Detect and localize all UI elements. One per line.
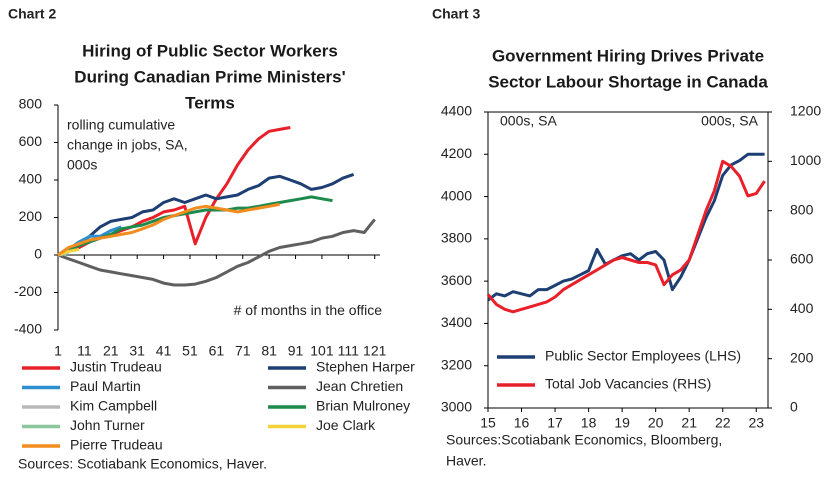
x-tick-label: 111 bbox=[338, 343, 359, 359]
chart-title: Hiring of Public Sector Workers bbox=[82, 41, 338, 60]
x-tick-label: 21 bbox=[681, 415, 697, 431]
legend-label: John Turner bbox=[70, 417, 145, 433]
x-tick-label: 81 bbox=[261, 343, 277, 359]
source: Sources: Scotiabank Economics, Haver. bbox=[18, 456, 267, 472]
y2-tick-label: 0 bbox=[790, 399, 798, 415]
y2-tick-label: 600 bbox=[790, 251, 814, 267]
chart-title: During Canadian Prime Ministers' bbox=[74, 67, 345, 86]
annotation: rolling cumulative bbox=[67, 117, 175, 133]
legend-label: Joe Clark bbox=[316, 417, 376, 433]
legend-label: Justin Trudeau bbox=[70, 359, 162, 375]
x-tick-label: 121 bbox=[363, 343, 387, 359]
y-tick-label: 3000 bbox=[441, 399, 472, 415]
x-tick-label: 31 bbox=[129, 343, 145, 359]
legend-label: Pierre Trudeau bbox=[70, 437, 163, 453]
x-tick-label: 18 bbox=[581, 415, 597, 431]
y-tick-label: 200 bbox=[19, 208, 43, 224]
y-tick-label: 400 bbox=[19, 171, 43, 187]
y2-tick-label: 800 bbox=[790, 201, 814, 217]
x-axis-label: # of months in the office bbox=[234, 302, 383, 318]
y-tick-label: 0 bbox=[34, 246, 42, 262]
x-tick-label: 11 bbox=[77, 343, 92, 359]
x-tick-label: 61 bbox=[209, 343, 225, 359]
y-axis-label: 000s, SA bbox=[500, 113, 557, 129]
legend-label: Total Job Vacancies (RHS) bbox=[545, 376, 711, 392]
x-tick-label: 1 bbox=[54, 343, 62, 359]
legend-label: Kim Campbell bbox=[70, 398, 157, 414]
legend-label: Paul Martin bbox=[70, 378, 141, 394]
y2-tick-label: 200 bbox=[790, 349, 814, 365]
y-tick-label: 3800 bbox=[441, 230, 472, 246]
y2-tick-label: 1200 bbox=[790, 103, 821, 119]
y-tick-label: 4400 bbox=[441, 103, 472, 119]
x-tick-label: 71 bbox=[235, 343, 251, 359]
y-tick-label: 4000 bbox=[441, 187, 472, 203]
source: Haver. bbox=[446, 453, 486, 469]
x-tick-label: 16 bbox=[514, 415, 530, 431]
annotation: change in jobs, SA, bbox=[67, 137, 188, 153]
series-line bbox=[57, 218, 376, 287]
chart-title: Sector Labour Shortage in Canada bbox=[488, 72, 768, 91]
source: Sources:Scotiabank Economics, Bloomberg, bbox=[446, 432, 722, 448]
x-tick-label: 20 bbox=[648, 415, 664, 431]
y2-tick-label: 1000 bbox=[790, 152, 821, 168]
y-tick-label: 600 bbox=[19, 133, 43, 149]
x-tick-label: 91 bbox=[288, 343, 304, 359]
y-tick-label: -200 bbox=[14, 283, 42, 299]
legend-label: Public Sector Employees (LHS) bbox=[545, 348, 741, 364]
x-tick-label: 101 bbox=[310, 343, 334, 359]
y-tick-label: 3200 bbox=[441, 356, 472, 372]
x-tick-label: 51 bbox=[182, 343, 198, 359]
y-tick-label: -400 bbox=[14, 321, 42, 337]
x-tick-label: 23 bbox=[748, 415, 764, 431]
chart-title: Terms bbox=[185, 93, 235, 112]
x-tick-label: 41 bbox=[156, 343, 172, 359]
legend-label: Brian Mulroney bbox=[316, 398, 410, 414]
legend-label: Jean Chretien bbox=[316, 378, 403, 394]
y-tick-label: 4200 bbox=[441, 145, 472, 161]
x-tick-label: 19 bbox=[614, 415, 630, 431]
y2-tick-label: 400 bbox=[790, 300, 814, 316]
y-tick-label: 3400 bbox=[441, 314, 472, 330]
legend-label: Stephen Harper bbox=[316, 359, 415, 375]
series-line bbox=[487, 152, 765, 302]
y-tick-label: 3600 bbox=[441, 272, 472, 288]
y2-axis-label: 000s, SA bbox=[701, 113, 758, 129]
x-tick-label: 21 bbox=[103, 343, 119, 359]
y-tick-label: 800 bbox=[19, 96, 43, 112]
x-tick-label: 22 bbox=[715, 415, 731, 431]
x-tick-label: 15 bbox=[480, 415, 496, 431]
x-tick-label: 17 bbox=[547, 415, 563, 431]
annotation: 000s bbox=[67, 157, 97, 173]
series-line bbox=[486, 159, 766, 314]
chart-label: Chart 3 bbox=[432, 6, 480, 22]
chart-label: Chart 2 bbox=[8, 6, 56, 22]
series-line bbox=[57, 202, 280, 257]
series-line bbox=[57, 172, 355, 257]
chart-title: Government Hiring Drives Private bbox=[492, 46, 764, 65]
